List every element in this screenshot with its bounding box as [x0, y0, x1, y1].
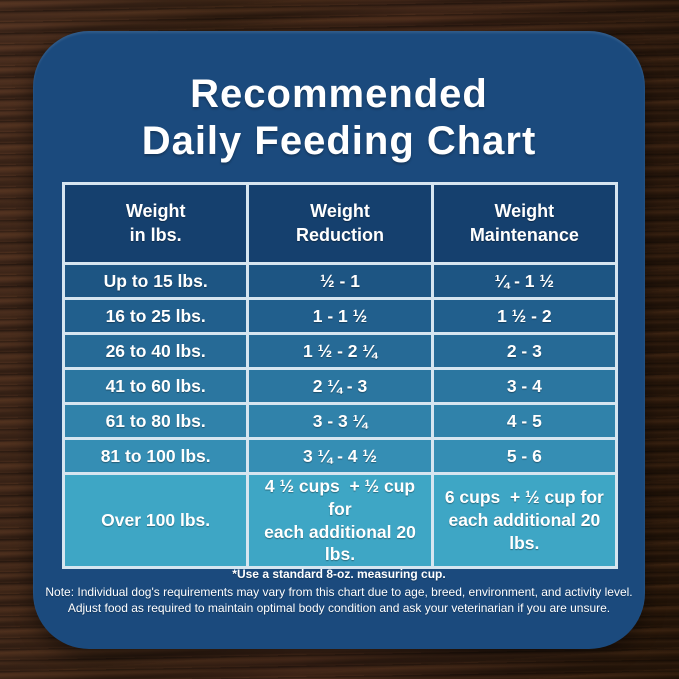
measuring-cup-note: *Use a standard 8-oz. measuring cup. [232, 567, 446, 581]
maintenance-cell: 3 - 4 [430, 367, 619, 405]
maintenance-cell: 1 ½ - 2 [430, 297, 619, 335]
reduction-cell: 1 ½ - 2 ¼ [246, 332, 434, 370]
table-row: 26 to 40 lbs. 1 ½ - 2 ¼ 2 - 3 [61, 332, 619, 370]
weight-cell: 41 to 60 lbs. [61, 367, 250, 405]
weight-cell: Over 100 lbs. [61, 472, 250, 569]
table-row: Up to 15 lbs. ½ - 1 ¼ - 1 ½ [61, 262, 619, 300]
column-header-weight: Weight in lbs. [61, 182, 250, 265]
reduction-cell: 4 ½ cups + ½ cup for each additional 20 … [246, 472, 434, 569]
weight-cell: 16 to 25 lbs. [61, 297, 250, 335]
maintenance-cell: 2 - 3 [430, 332, 619, 370]
column-header-reduction: Weight Reduction [246, 182, 434, 265]
maintenance-cell: ¼ - 1 ½ [430, 262, 619, 300]
feeding-chart-card: Recommended Daily Feeding Chart Weight i… [33, 31, 645, 649]
column-header-maintenance: Weight Maintenance [430, 182, 619, 265]
maintenance-cell: 5 - 6 [430, 437, 619, 475]
header-row: Weight in lbs. Weight Reduction Weight M… [61, 182, 619, 265]
weight-cell: 61 to 80 lbs. [61, 402, 250, 440]
title-line-2: Daily Feeding Chart [141, 119, 537, 163]
table-row: 41 to 60 lbs. 2 ¼ - 3 3 - 4 [61, 367, 619, 405]
weight-cell: 26 to 40 lbs. [61, 332, 250, 370]
page-title: Recommended Daily Feeding Chart [33, 71, 645, 165]
maintenance-cell: 6 cups + ½ cup for each additional 20 lb… [430, 472, 619, 569]
weight-cell: Up to 15 lbs. [61, 262, 250, 300]
table-row: 81 to 100 lbs. 3 ¼ - 4 ½ 5 - 6 [61, 437, 619, 475]
reduction-cell: 2 ¼ - 3 [246, 367, 434, 405]
reduction-cell: 3 - 3 ¼ [246, 402, 434, 440]
table-row: 16 to 25 lbs. 1 - 1 ½ 1 ½ - 2 [61, 297, 619, 335]
reduction-cell: 3 ¼ - 4 ½ [246, 437, 434, 475]
title-line-1: Recommended [190, 72, 488, 116]
veterinarian-note: Note: Individual dog's requirements may … [45, 585, 633, 615]
maintenance-cell: 4 - 5 [430, 402, 619, 440]
footnotes: *Use a standard 8-oz. measuring cup. Not… [33, 567, 645, 616]
feeding-table: Weight in lbs. Weight Reduction Weight M… [61, 182, 619, 569]
table-row: Over 100 lbs. 4 ½ cups + ½ cup for each … [61, 472, 619, 569]
weight-cell: 81 to 100 lbs. [61, 437, 250, 475]
table-row: 61 to 80 lbs. 3 - 3 ¼ 4 - 5 [61, 402, 619, 440]
reduction-cell: 1 - 1 ½ [246, 297, 434, 335]
reduction-cell: ½ - 1 [246, 262, 434, 300]
